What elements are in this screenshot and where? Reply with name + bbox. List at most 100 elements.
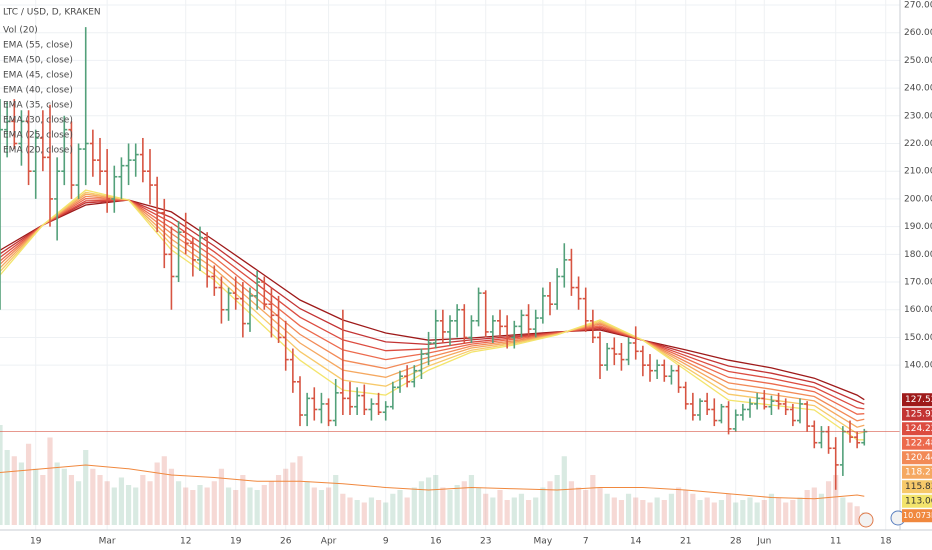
volume-bar — [397, 490, 403, 525]
volume-bar — [18, 462, 25, 525]
y-tick-label: 220.00 — [904, 139, 932, 149]
volume-bar — [97, 475, 103, 525]
value-label-bg — [902, 465, 932, 479]
volume-bar — [561, 456, 567, 525]
value-label: 118.27 — [905, 468, 932, 478]
y-tick-label: 270.00 — [904, 0, 932, 10]
volume-bar — [54, 462, 60, 525]
volume-bar — [768, 493, 775, 525]
x-tick-label: 14 — [630, 537, 642, 547]
volume-bar — [11, 456, 17, 525]
volume-bar — [604, 493, 610, 525]
volume-bar — [297, 456, 303, 525]
volume-bar — [654, 497, 660, 525]
volume-bar — [354, 500, 360, 525]
x-tick-label: 21 — [680, 537, 691, 547]
volume-bar — [175, 481, 182, 525]
volume-bar — [540, 487, 546, 525]
volume-bar — [325, 487, 332, 525]
volume-bar — [640, 500, 646, 525]
volume-bar — [783, 502, 789, 525]
volume-bar — [125, 485, 132, 525]
ema-line — [0, 197, 865, 415]
value-label: 124.22 — [905, 424, 932, 434]
volume-bar — [661, 500, 667, 525]
volume-bar — [375, 500, 382, 525]
volume-bar — [83, 450, 89, 525]
volume-bar — [840, 497, 846, 525]
volume-bar — [575, 487, 582, 525]
volume-bar — [818, 493, 825, 525]
x-tick-label: Apr — [321, 537, 337, 547]
volume-bar — [525, 500, 532, 525]
volume-bar — [247, 487, 253, 525]
x-tick-label: 23 — [480, 537, 491, 547]
volume-bar — [190, 490, 196, 525]
volume-bar — [90, 468, 96, 525]
volume-bar — [33, 468, 39, 525]
volume-bar — [804, 490, 810, 525]
volume-bar — [468, 475, 475, 525]
value-label-bg — [902, 480, 932, 494]
volume-bar — [797, 497, 803, 525]
volume-bar — [111, 487, 117, 525]
volume-bar — [625, 493, 632, 525]
volume-bar — [697, 500, 703, 525]
volume-bar — [518, 493, 525, 525]
volume-bar — [811, 487, 817, 525]
y-tick-label: 150.00 — [904, 333, 932, 343]
volume-bar — [490, 497, 496, 525]
plot — [0, 0, 900, 530]
value-label: 115.83 — [905, 482, 932, 492]
volume-bar — [440, 487, 446, 525]
value-label: 120.44 — [905, 453, 932, 463]
volume-bar — [383, 502, 389, 525]
y-tick-label: 170.00 — [904, 278, 932, 288]
y-tick-label: 200.00 — [904, 194, 932, 204]
volume-bar — [590, 475, 596, 525]
volume-bar — [761, 500, 767, 525]
x-tick-label: 19 — [230, 537, 242, 547]
y-tick-label: 190.00 — [904, 222, 932, 232]
volume-bar — [504, 500, 510, 525]
legend-entry: EMA (50, close) — [3, 56, 73, 66]
value-label: 10.073K — [903, 511, 932, 520]
value-label-bg — [902, 436, 932, 450]
volume-bar — [418, 481, 425, 525]
value-label-bg — [902, 393, 932, 407]
volume-bar — [611, 497, 617, 525]
event-icon[interactable] — [858, 512, 874, 528]
volume-bar — [304, 481, 310, 525]
volume-bar — [61, 468, 67, 525]
volume-bar — [847, 502, 853, 525]
legend-entry: EMA (25, close) — [3, 131, 73, 141]
volume-bar — [204, 487, 210, 525]
volume-bar — [775, 497, 782, 525]
volume-bar — [740, 500, 746, 525]
x-tick-label: 16 — [430, 537, 442, 547]
volume-bar — [461, 481, 467, 525]
volume-bar — [668, 493, 675, 525]
volume-bar — [225, 487, 232, 525]
volume-bar — [261, 485, 267, 525]
y-tick-label: 240.00 — [904, 84, 932, 94]
value-label-bg — [902, 451, 932, 465]
volume-bar — [40, 475, 46, 525]
value-label: 122.48 — [905, 439, 932, 449]
volume-bar — [283, 468, 289, 525]
volume-bar — [733, 502, 739, 525]
y-tick-label: 230.00 — [904, 111, 932, 121]
volume-bar — [197, 485, 203, 525]
volume-bar — [447, 490, 453, 525]
y-tick-label: 210.00 — [904, 167, 932, 177]
x-tick-label: Mar — [99, 537, 116, 547]
y-tick-label: 160.00 — [904, 305, 932, 315]
value-label: 125.92 — [905, 410, 932, 420]
volume-bar — [168, 468, 175, 525]
x-tick-label: 7 — [583, 537, 589, 547]
volume-bar — [254, 490, 260, 525]
volume-bar — [218, 468, 225, 525]
x-tick-label: 18 — [880, 537, 892, 547]
ema-line — [0, 191, 865, 435]
legend-entry: Vol (20) — [3, 26, 38, 36]
